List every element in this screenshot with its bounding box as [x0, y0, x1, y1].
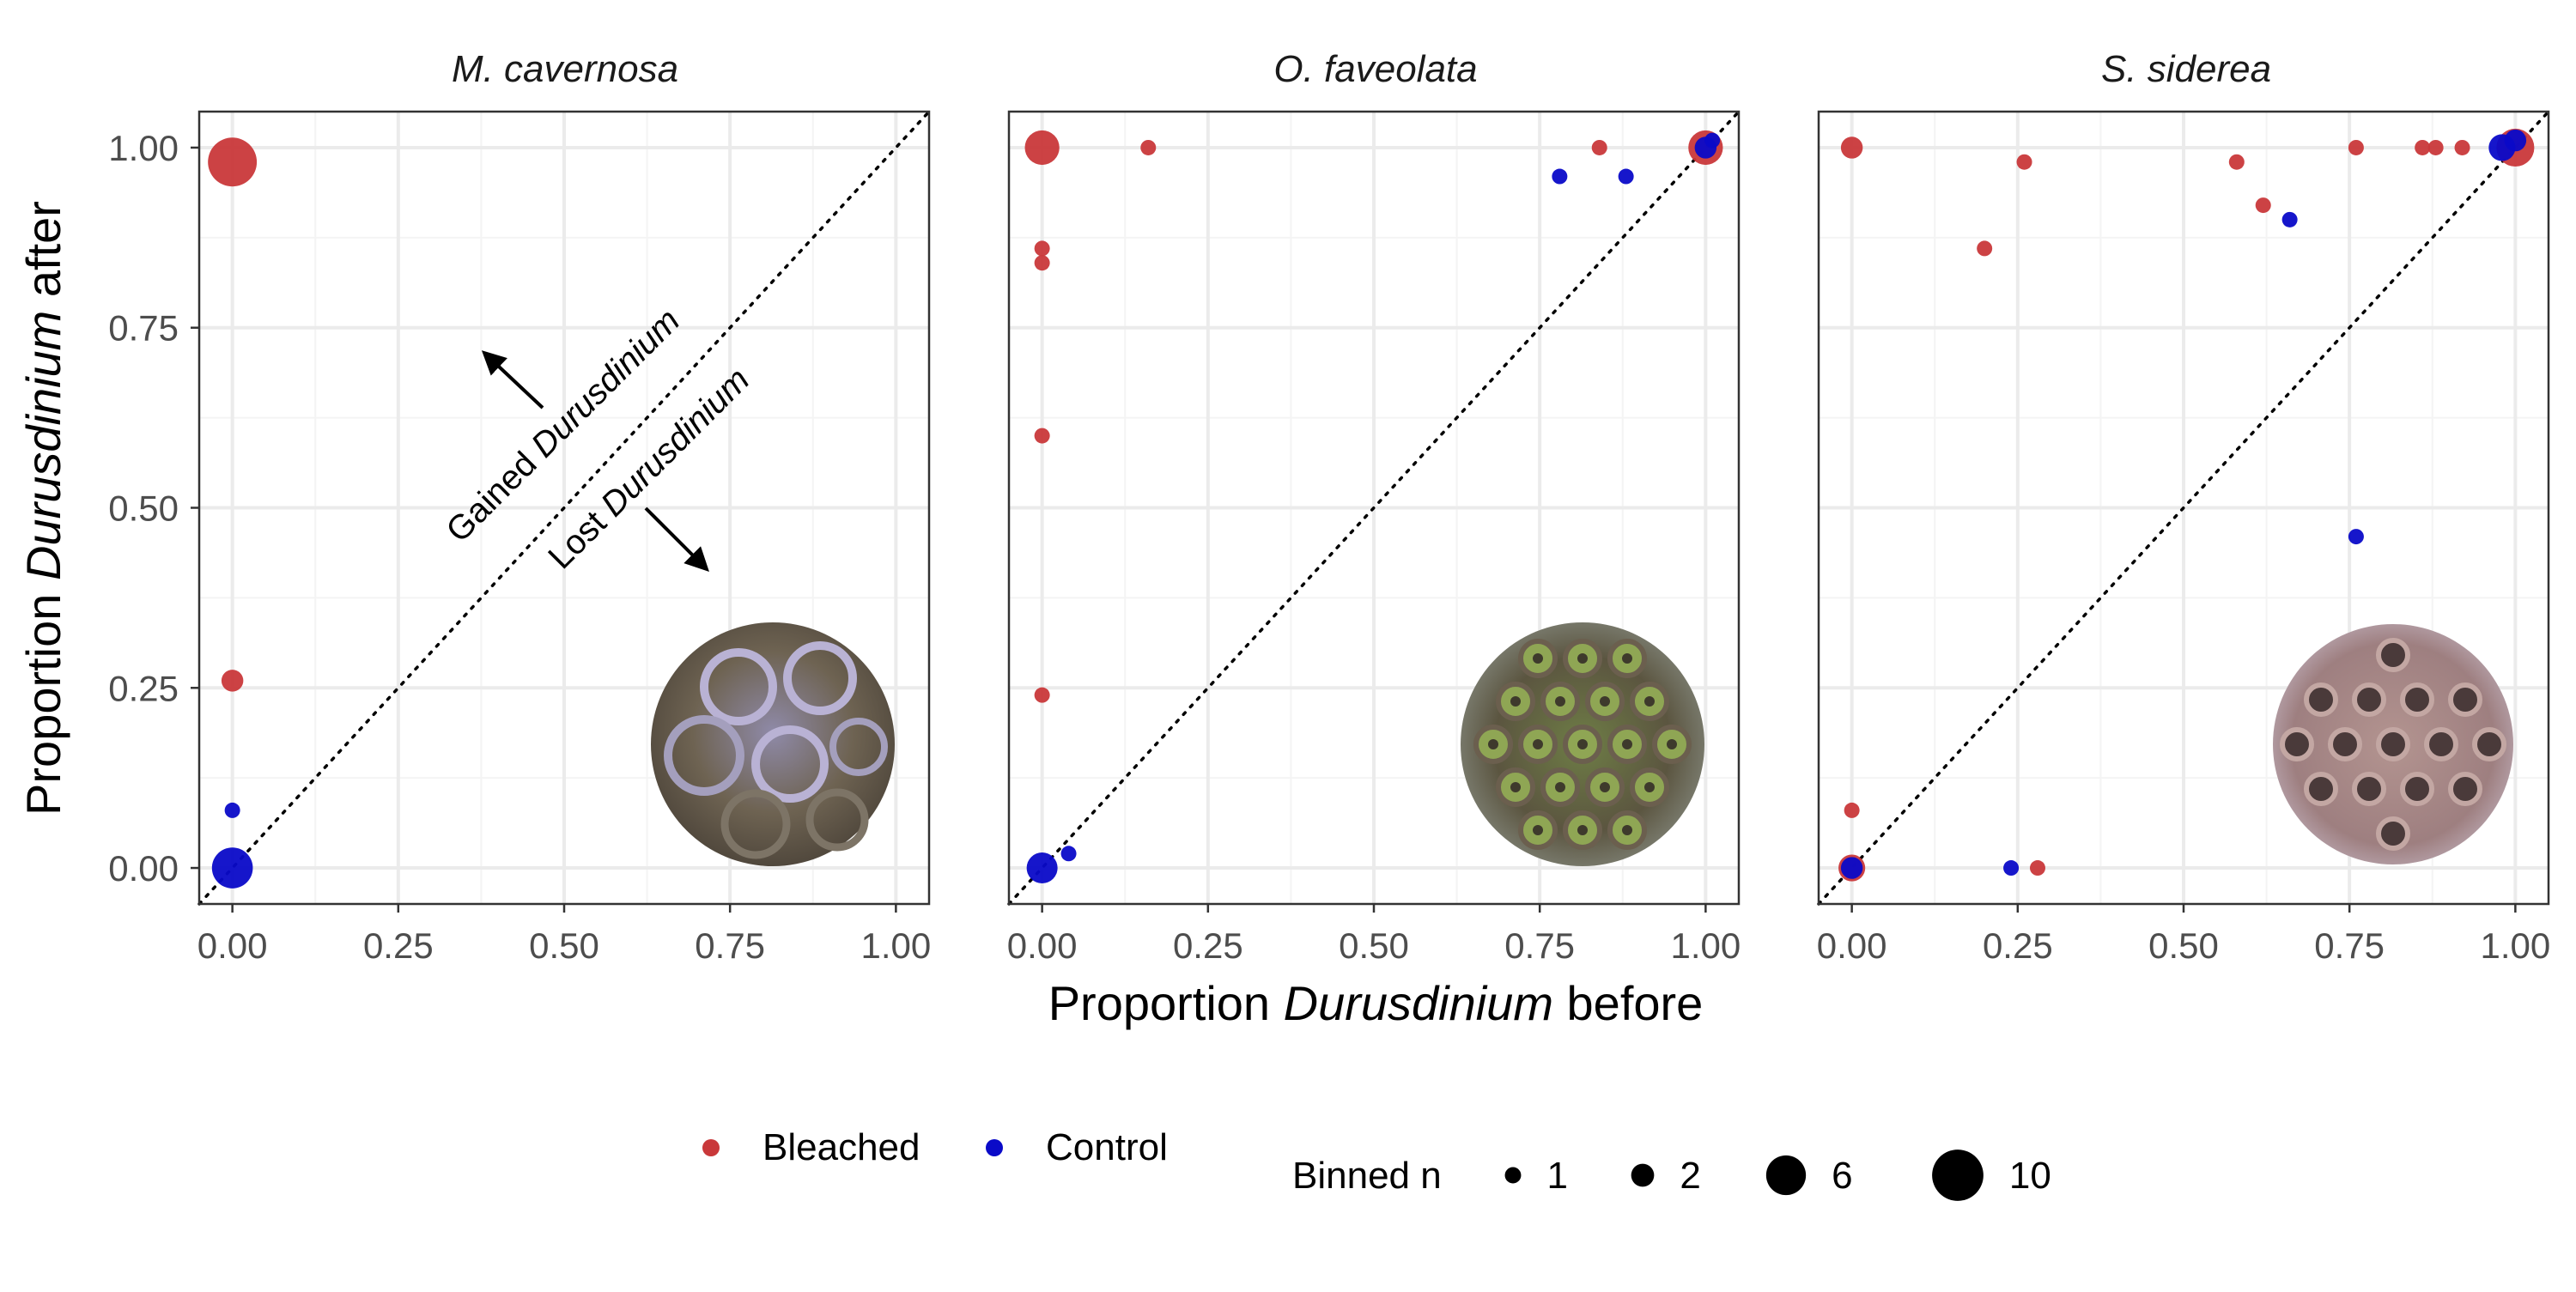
data-point-bleached [1591, 139, 1607, 155]
y-tick-label: 0.00 [108, 848, 179, 889]
legend-control-swatch [986, 1139, 1003, 1156]
data-point-control [1618, 168, 1634, 185]
x-tick-label: 0.75 [2314, 925, 2385, 966]
size-legend-dot [1765, 1155, 1807, 1196]
data-point-bleached [1844, 802, 1860, 818]
panel-title-s-siderea: S. siderea [2101, 48, 2271, 90]
data-point-bleached [208, 137, 258, 187]
data-point-control [224, 802, 240, 818]
reference-line-identity [1007, 110, 1741, 906]
gained-arrow [481, 350, 544, 409]
size-legend-label: 10 [2009, 1155, 2051, 1197]
legend: Bleached Control Binned n 1 2 6 10 [702, 1126, 2051, 1201]
panel-title-o-faveolata: O. faveolata [1273, 48, 1477, 90]
data-point-bleached [2228, 154, 2245, 170]
data-point-control [1026, 852, 1058, 884]
data-point-control [2003, 860, 2020, 876]
size-legend-label: 6 [1832, 1155, 1852, 1197]
data-point-control [211, 847, 253, 889]
x-axis-label: Proportion Durusdinium before [1048, 976, 1704, 1030]
coral-photo-s-siderea [2273, 624, 2513, 864]
data-point-bleached [1977, 240, 1993, 257]
data-point-bleached [1034, 428, 1050, 444]
x-tick-label: 0.00 [197, 925, 268, 966]
x-tick-label: 1.00 [860, 925, 931, 966]
data-point-control [1704, 132, 1721, 149]
x-tick-label: 0.75 [695, 925, 765, 966]
reference-line-identity [1817, 110, 2550, 906]
data-point-bleached [1140, 139, 1157, 155]
data-point-bleached [1024, 130, 1060, 166]
reference-line-identity [197, 110, 931, 906]
data-point-bleached [1034, 240, 1050, 257]
data-point-bleached [2255, 197, 2271, 214]
x-tick-label: 0.50 [2148, 925, 2219, 966]
lost-arrow [644, 506, 709, 572]
legend-bleached-swatch [702, 1139, 720, 1156]
x-tick-label: 0.50 [1339, 925, 1409, 966]
data-point-control [1552, 168, 1568, 185]
legend-size-title: Binned n [1292, 1155, 1442, 1197]
data-point-control [1060, 846, 1077, 862]
size-legend-dot [1504, 1167, 1522, 1184]
y-tick-label: 0.50 [108, 488, 179, 529]
size-legend-dot [1932, 1149, 1984, 1201]
panel-m-cavernosa: 0.00 0.25 0.50 0.75 1.00 0.00 0.25 0.50 0.75 1.00 [108, 110, 931, 966]
x-tick-label: 0.50 [529, 925, 599, 966]
x-tick-label: 0.00 [1817, 925, 1887, 966]
data-point-control [2348, 529, 2364, 545]
x-tick-label: 0.75 [1504, 925, 1575, 966]
y-axis-label: Proportion Durusdinium after [16, 201, 70, 816]
data-point-control [2504, 129, 2527, 152]
data-point-control [1840, 857, 1863, 879]
data-point-control [2281, 211, 2298, 227]
x-tick-label: 0.25 [1983, 925, 2053, 966]
size-legend-label: 1 [1546, 1155, 1567, 1197]
y-tick-label: 0.75 [108, 308, 179, 349]
data-point-bleached [2030, 860, 2045, 876]
y-tick-label: 1.00 [108, 128, 179, 168]
data-point-bleached [2016, 154, 2032, 170]
data-point-bleached [1840, 136, 1863, 159]
y-tick-label: 0.25 [108, 668, 179, 708]
panel-title-m-cavernosa: M. cavernosa [452, 48, 678, 90]
data-point-bleached [1034, 687, 1050, 703]
panel-s-siderea: 0.00 0.25 0.50 0.75 1.00 [1817, 110, 2550, 966]
data-point-bleached [2454, 139, 2470, 155]
legend-control-label: Control [1046, 1126, 1168, 1168]
x-tick-label: 1.00 [2480, 925, 2550, 966]
data-point-bleached [2348, 139, 2364, 155]
x-tick-label: 0.25 [1173, 925, 1243, 966]
size-legend-dot [1631, 1163, 1655, 1187]
x-tick-label: 0.00 [1007, 925, 1078, 966]
data-point-bleached [1034, 255, 1050, 271]
x-tick-label: 1.00 [1670, 925, 1741, 966]
data-point-bleached [2427, 139, 2444, 155]
x-tick-label: 0.25 [363, 925, 434, 966]
data-point-bleached [221, 670, 244, 692]
data-point-bleached [2415, 139, 2431, 155]
size-legend-label: 2 [1680, 1155, 1700, 1197]
coral-photo-m-cavernosa [651, 622, 895, 866]
legend-bleached-label: Bleached [762, 1126, 920, 1168]
size-legend-keys: 1 2 6 10 [1504, 1149, 2051, 1201]
coral-photo-o-faveolata [1461, 622, 1704, 866]
